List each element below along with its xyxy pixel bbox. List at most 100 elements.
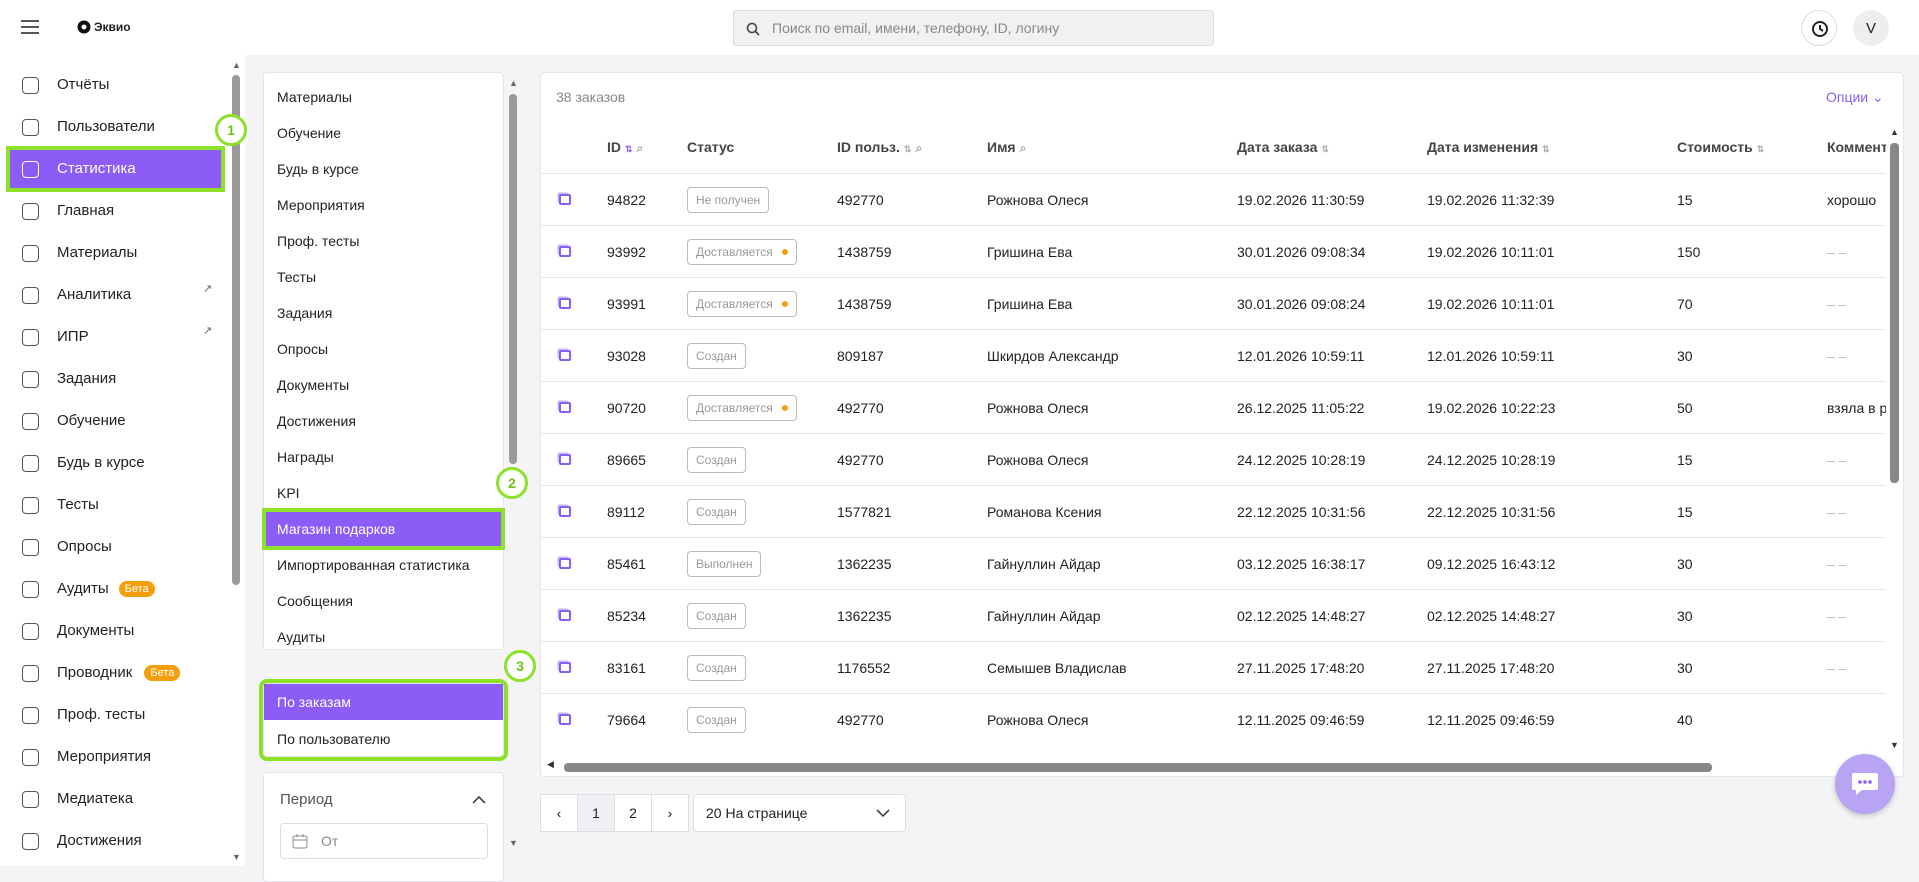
report-type[interactable]: По пользователю [264, 721, 503, 757]
scroll-down[interactable]: ▼ [1890, 740, 1899, 750]
submenu-item[interactable]: Достижения [264, 404, 503, 438]
sidebar-label[interactable]: Документы [57, 622, 135, 639]
table-hscroll[interactable] [564, 763, 1712, 772]
order-icon[interactable] [559, 506, 571, 517]
submenu-label[interactable]: Будь в курсе [277, 161, 359, 177]
date-from[interactable]: От [280, 823, 488, 859]
report-type-label[interactable]: По пользователю [277, 731, 391, 747]
column-search-icon[interactable]: ⌕ [1019, 141, 1027, 155]
sidebar-label[interactable]: Проводник [57, 664, 133, 681]
report-type-label[interactable]: По заказам [277, 694, 351, 710]
scroll-left[interactable]: ◀ [547, 759, 554, 769]
order-row[interactable]: 94822 Не получен 492770 Рожнова Олеся 19.02.… [541, 174, 1886, 226]
submenu-label[interactable]: Награды [277, 449, 334, 465]
submenu-item[interactable]: Задания [264, 296, 503, 330]
column-header[interactable]: ID польз. ⇅ ⌕ [837, 139, 922, 156]
sort-icon[interactable]: ⇅ [1321, 144, 1329, 154]
sort-icon[interactable]: ⇅ [625, 144, 633, 154]
sidebar-item[interactable]: Мероприятия [10, 738, 221, 776]
order-icon[interactable] [559, 194, 571, 205]
submenu-item[interactable]: KPI [264, 476, 503, 510]
order-row[interactable]: 90720 Доставляется 492770 Рожнова Олеся 26.1… [541, 382, 1886, 434]
submenu-item[interactable]: Импортированная статистика [264, 548, 503, 582]
sidebar-label[interactable]: Проф. тесты [57, 706, 146, 723]
order-row[interactable]: 89665 Создан 492770 Рожнова Олеся 24.12.2025… [541, 434, 1886, 486]
sidebar-label[interactable]: Задания [57, 370, 117, 387]
order-icon[interactable] [559, 714, 571, 725]
sort-icon[interactable]: ⇅ [903, 144, 912, 154]
sidebar-item[interactable]: Медиатека [10, 780, 221, 818]
scroll-up[interactable]: ▲ [232, 60, 241, 70]
order-row[interactable]: 83161 Создан 1176552 Семышев Владислав 27.11… [541, 642, 1886, 694]
submenu-item[interactable]: Магазин подарков [262, 508, 505, 550]
column-search-icon[interactable]: ⌕ [636, 141, 644, 155]
scroll-down[interactable]: ▼ [509, 838, 518, 848]
sidebar-item[interactable]: Документы [10, 612, 221, 650]
scroll-up[interactable]: ▲ [1890, 127, 1899, 137]
column-header[interactable]: Имя ⌕ [987, 139, 1026, 156]
column-header[interactable]: Дата заказа ⇅ [1237, 139, 1329, 155]
order-row[interactable]: 93992 Доставляется 1438759 Гришина Ева 30.01… [541, 226, 1886, 278]
order-row[interactable]: 89112 Создан 1577821 Романова Ксения 22.12.2… [541, 486, 1886, 538]
sidebar-label[interactable]: Главная [57, 202, 115, 219]
submenu-label[interactable]: Магазин подарков [277, 521, 396, 537]
sidebar-item[interactable]: Опросы [10, 528, 221, 566]
submenu-label[interactable]: Достижения [277, 413, 356, 429]
order-icon[interactable] [559, 662, 571, 673]
column-search-icon[interactable]: ⌕ [915, 141, 923, 155]
scroll-down[interactable]: ▼ [232, 852, 241, 862]
submenu-item[interactable]: Аудиты [264, 620, 503, 654]
sidebar-label[interactable]: Аналитика [57, 286, 132, 303]
sidebar-item[interactable]: Достижения [10, 822, 221, 860]
submenu-label[interactable]: Обучение [277, 125, 342, 141]
order-row[interactable]: 93028 Создан 809187 Шкирдов Александр 12.01.… [541, 330, 1886, 382]
submenu-item[interactable]: Тесты [264, 260, 503, 294]
sidebar-item[interactable]: Проводник Бета [10, 654, 221, 692]
order-icon[interactable] [559, 558, 571, 569]
submenu-label[interactable]: Аудиты [277, 629, 326, 645]
sidebar-label[interactable]: Материалы [57, 244, 138, 261]
sidebar-label[interactable]: Опросы [57, 538, 112, 555]
order-icon[interactable] [559, 610, 571, 621]
page-button[interactable]: 2 [614, 794, 652, 832]
sidebar-item[interactable]: Отчёты [10, 66, 221, 104]
per-page-select[interactable]: 20 На странице [693, 794, 906, 832]
options-button[interactable]: Опции ⌄ [1826, 89, 1884, 105]
sidebar-label[interactable]: Пользователи [57, 118, 155, 135]
sidebar-label[interactable]: ИПР [57, 328, 89, 345]
submenu-item[interactable]: Мероприятия [264, 188, 503, 222]
submenu-item[interactable]: Обучение [264, 116, 503, 150]
column-header[interactable]: Дата изменения ⇅ [1427, 139, 1550, 155]
order-row[interactable]: 85234 Создан 1362235 Гайнуллин Айдар 02.12.2… [541, 590, 1886, 642]
column-header[interactable]: Стоимость ⇅ [1677, 139, 1764, 155]
sidebar-label[interactable]: Медиатека [57, 790, 134, 807]
page-button[interactable]: 1 [577, 794, 615, 832]
sidebar-label[interactable]: Отчёты [57, 76, 110, 93]
sort-icon[interactable]: ⇅ [1756, 144, 1765, 154]
report-type[interactable]: По заказам [264, 684, 503, 720]
sidebar-label[interactable]: Мероприятия [57, 748, 152, 765]
sidebar-item[interactable]: Статистика [6, 146, 225, 192]
avatar[interactable]: V [1853, 10, 1889, 46]
order-icon[interactable] [559, 454, 571, 465]
submenu-label[interactable]: KPI [277, 485, 300, 501]
next-page[interactable]: › [651, 794, 689, 832]
sidebar-label[interactable]: Аудиты [57, 580, 109, 597]
sidebar-label[interactable]: Будь в курсе [57, 454, 145, 471]
sidebar-label[interactable]: Обучение [57, 412, 126, 429]
order-row[interactable]: 85461 Выполнен 1362235 Гайнуллин Айдар 03.12… [541, 538, 1886, 590]
submenu-label[interactable]: Мероприятия [277, 197, 365, 213]
scroll-up[interactable]: ▲ [509, 78, 518, 88]
table-vscroll[interactable] [1890, 143, 1899, 483]
sidebar-item[interactable]: Задания [10, 360, 221, 398]
submenu-label[interactable]: Материалы [277, 89, 352, 105]
order-icon[interactable] [559, 350, 571, 361]
submenu-item[interactable]: Награды [264, 440, 503, 474]
sidebar-item[interactable]: Обучение [10, 402, 221, 440]
sidebar-item[interactable]: Аудиты Бета [10, 570, 221, 608]
sidebar-item[interactable]: Проф. тесты [10, 696, 221, 734]
submenu-scrollbar[interactable] [509, 94, 517, 464]
options-label[interactable]: Опции [1826, 89, 1869, 105]
chat-button[interactable] [1835, 754, 1895, 814]
sidebar-label[interactable]: Статистика [57, 160, 136, 177]
